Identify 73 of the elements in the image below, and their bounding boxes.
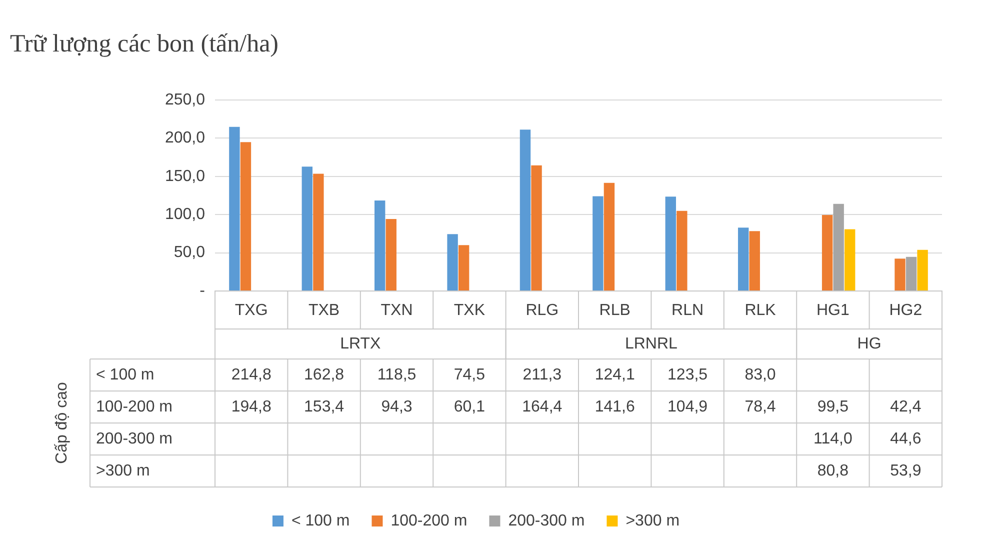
- bar: [229, 126, 240, 290]
- bar: [894, 258, 906, 290]
- legend-label: 100-200 m: [390, 512, 468, 530]
- bar: [822, 214, 833, 290]
- data-label: 124,1: [594, 366, 635, 384]
- x-tick-label: TXN: [380, 302, 413, 320]
- legend-label: 200-300 m: [508, 512, 585, 530]
- bar: [738, 228, 749, 290]
- data-label: 83,0: [744, 366, 776, 384]
- y-tick-label: 150,0: [164, 168, 206, 185]
- x-tick-label: TXK: [454, 302, 486, 320]
- data-label: 94,3: [381, 398, 412, 416]
- bar: [833, 204, 844, 290]
- data-label: 42,4: [890, 398, 922, 416]
- data-label: 194,8: [231, 398, 272, 416]
- data-label: 78,4: [744, 398, 776, 416]
- y-tick-label: 100,0: [164, 206, 206, 224]
- bar: [520, 130, 531, 290]
- bar: [592, 196, 604, 290]
- bar: [458, 245, 470, 290]
- x-tick-label: TXG: [234, 302, 268, 320]
- data-label: 60,1: [454, 398, 486, 416]
- data-label: 214,8: [231, 366, 272, 384]
- data-label: 164,4: [522, 398, 562, 416]
- text: HG: [857, 335, 882, 352]
- legend-label: < 100 m: [291, 512, 350, 530]
- data-label: 162,8: [304, 366, 344, 384]
- x-tick-label: RLG: [526, 302, 559, 320]
- bar: [906, 256, 917, 290]
- data-label: 118,5: [377, 366, 416, 384]
- text: 200-300 m: [96, 430, 172, 448]
- data-label: 141,6: [594, 398, 635, 416]
- bar: [604, 182, 615, 290]
- data-label: 80,8: [817, 462, 849, 480]
- data-label: 74,5: [454, 366, 486, 384]
- x-tick-label: RLB: [599, 302, 630, 320]
- bar: [374, 200, 386, 290]
- bar: [676, 210, 688, 290]
- legend-label: >300 m: [626, 512, 680, 530]
- y-tick-label: 250,0: [164, 91, 206, 108]
- bar: [447, 234, 458, 290]
- text: LRNRL: [624, 335, 678, 352]
- bar: [240, 142, 252, 290]
- bar: [531, 165, 542, 290]
- chart-title: Trữ lượng các bon (tấn/ha): [10, 30, 279, 58]
- data-label: 99,5: [817, 398, 849, 416]
- text: >300 m: [96, 462, 150, 480]
- data-label: 211,3: [522, 366, 562, 384]
- bar: [749, 231, 760, 290]
- x-tick-label: RLN: [672, 302, 704, 320]
- y-tick-label: -: [200, 282, 205, 300]
- data-label: 53,9: [890, 462, 922, 480]
- bar: [917, 250, 928, 290]
- bar: [313, 174, 324, 290]
- data-label: 114,0: [814, 430, 852, 448]
- x-tick-label: HG2: [889, 302, 922, 320]
- bar: [665, 196, 676, 290]
- text: Cấp độ cao: [53, 382, 70, 464]
- text: < 100 m: [96, 366, 154, 384]
- bar: [844, 229, 856, 290]
- y-tick-label: 50,0: [174, 244, 206, 262]
- x-tick-label: RLK: [744, 302, 776, 320]
- data-label: 44,6: [890, 430, 922, 448]
- text: LRTX: [340, 335, 382, 352]
- text: 100-200 m: [96, 398, 172, 416]
- bar: [302, 166, 312, 290]
- bar: [386, 218, 396, 290]
- data-label: 123,5: [668, 366, 708, 384]
- data-label: 104,9: [668, 398, 708, 416]
- y-tick-label: 200,0: [164, 130, 206, 147]
- x-tick-label: TXB: [308, 302, 340, 320]
- data-label: 153,4: [304, 398, 344, 416]
- x-tick-label: HG1: [816, 302, 850, 320]
